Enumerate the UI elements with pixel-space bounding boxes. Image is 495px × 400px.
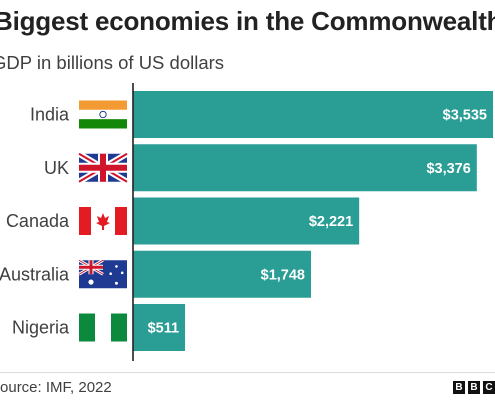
data-label: $2,221 [309,214,353,230]
bar [133,250,312,298]
bar-chart: India $3,535 UK $3,376 Canada $2,221 Australia… [0,83,493,361]
source-note: Source: IMF, 2022 [0,379,112,396]
bar [133,304,186,351]
bar [133,197,360,245]
category-label: India [30,105,70,125]
chart-subtitle: GDP in billions of US dollars [0,52,225,73]
bbc-logo: B B C [453,381,495,394]
data-label: $3,535 [443,108,487,124]
category-label: UK [44,158,69,178]
category-label: Canada [6,211,70,231]
chart-title: Biggest economies in the Commonwealth [0,6,495,36]
australia-flag-icon [78,258,127,289]
india-flag-icon [79,100,127,129]
data-label: $511 [148,321,179,337]
category-label: Nigeria [12,318,70,338]
data-label: $3,376 [426,161,470,177]
bar [133,144,477,192]
uk-flag-icon [77,151,129,185]
bar [133,91,493,138]
bbc-logo-letter: B [468,381,480,394]
data-label: $1,748 [261,267,305,283]
bbc-logo-letter: C [483,381,495,394]
bbc-logo-letter: B [453,381,465,394]
category-label: Australia [0,264,70,284]
footer-divider [0,372,495,373]
nigeria-flag-icon [79,313,127,342]
canada-flag-icon [79,207,127,235]
